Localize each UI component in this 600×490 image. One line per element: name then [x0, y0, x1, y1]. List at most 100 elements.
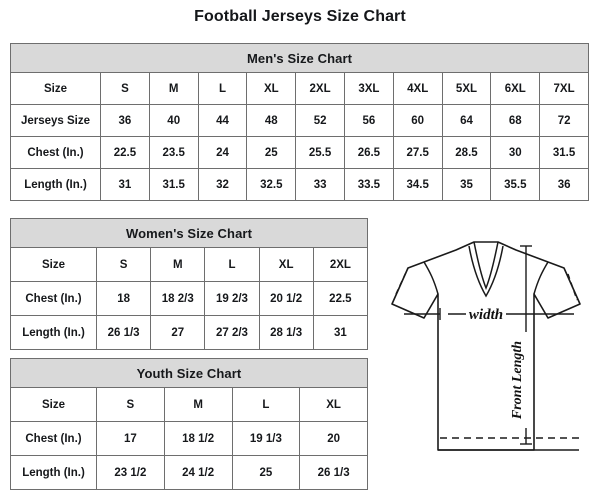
mens-row-2-label: Length (In.): [10, 168, 101, 201]
table-row: Length (In.) 31 31.5 32 32.5 33 33.5 34.…: [10, 168, 589, 201]
table-row: Length (In.) 23 1/2 24 1/2 25 26 1/3: [10, 455, 368, 490]
mens-header-cell-7: 4XL: [392, 72, 443, 105]
mens-row-1-value-0: 22.5: [100, 136, 150, 169]
front-length-label: Front Length: [510, 341, 525, 420]
mens-row-2-value-2: 32: [197, 168, 248, 201]
width-label: width: [469, 307, 503, 323]
mens-row-2-value-9: 36: [539, 168, 589, 201]
mens-row-1-value-5: 26.5: [343, 136, 394, 169]
womens-row-0-value-1: 18 2/3: [150, 281, 206, 316]
youth-row-0-value-0: 17: [96, 421, 165, 456]
womens-row-1-value-3: 28 1/3: [258, 315, 314, 350]
womens-header-cell-0: Size: [10, 247, 97, 282]
mens-row-2-value-0: 31: [100, 168, 150, 201]
youth-caption: Youth Size Chart: [10, 358, 368, 388]
womens-row-1-value-4: 31: [312, 315, 369, 350]
mens-row-1-value-7: 28.5: [441, 136, 492, 169]
mens-header-cell-9: 6XL: [490, 72, 541, 105]
mens-row-1-label: Chest (In.): [10, 136, 101, 169]
mens-header-cell-0: Size: [10, 72, 101, 105]
womens-caption-row: Women's Size Chart: [10, 218, 368, 248]
mens-row-0-label: Jerseys Size: [10, 104, 101, 137]
mens-row-0-value-4: 52: [295, 104, 345, 137]
youth-row-1-value-0: 23 1/2: [96, 455, 165, 490]
mens-header-cell-8: 5XL: [441, 72, 492, 105]
mens-row-2-value-7: 35: [441, 168, 492, 201]
womens-row-1-value-1: 27: [150, 315, 206, 350]
womens-row-0-label: Chest (In.): [10, 281, 97, 316]
mens-header-cell-3: L: [197, 72, 248, 105]
mens-row-1-value-8: 30: [490, 136, 541, 169]
youth-row-0-label: Chest (In.): [10, 421, 97, 456]
mens-row-1-value-9: 31.5: [539, 136, 589, 169]
mens-row-1-value-1: 23.5: [148, 136, 199, 169]
mens-row-1-value-4: 25.5: [295, 136, 345, 169]
table-row: Length (In.) 26 1/3 27 27 2/3 28 1/3 31: [10, 315, 369, 350]
youth-row-1-value-1: 24 1/2: [163, 455, 233, 490]
table-row: Chest (In.) 18 18 2/3 19 2/3 20 1/2 22.5: [10, 281, 369, 316]
womens-caption: Women's Size Chart: [10, 218, 368, 248]
youth-caption-row: Youth Size Chart: [10, 358, 368, 388]
mens-header-row: Size S M L XL 2XL 3XL 4XL 5XL 6XL 7XL: [10, 72, 589, 105]
womens-row-0-value-3: 20 1/2: [258, 281, 314, 316]
youth-header-cell-2: M: [163, 387, 233, 422]
table-row: Chest (In.) 22.5 23.5 24 25 25.5 26.5 27…: [10, 136, 589, 169]
mens-row-0-value-6: 60: [392, 104, 443, 137]
mens-caption: Men's Size Chart: [10, 43, 589, 73]
youth-row-1-value-3: 26 1/3: [299, 455, 368, 490]
womens-row-1-value-0: 26 1/3: [95, 315, 152, 350]
table-row: Chest (In.) 17 18 1/2 19 1/3 20: [10, 421, 368, 456]
youth-row-1-value-2: 25: [231, 455, 301, 490]
youth-header-cell-4: XL: [299, 387, 368, 422]
womens-header-row: Size S M L XL 2XL: [10, 247, 369, 282]
mens-size-chart-table: Men's Size Chart Size S M L XL 2XL 3XL 4…: [10, 43, 589, 201]
womens-size-chart-table: Women's Size Chart Size S M L XL 2XL Che…: [10, 218, 369, 350]
mens-header-cell-1: S: [100, 72, 150, 105]
mens-row-1-value-6: 27.5: [392, 136, 443, 169]
mens-header-cell-5: 2XL: [295, 72, 345, 105]
mens-caption-row: Men's Size Chart: [10, 43, 589, 73]
youth-row-0-value-2: 19 1/3: [231, 421, 301, 456]
mens-row-2-value-6: 34.5: [392, 168, 443, 201]
womens-row-1-label: Length (In.): [10, 315, 97, 350]
womens-header-cell-2: M: [150, 247, 206, 282]
womens-header-cell-4: XL: [258, 247, 314, 282]
womens-header-cell-1: S: [95, 247, 152, 282]
mens-row-0-value-1: 40: [148, 104, 199, 137]
mens-header-cell-4: XL: [246, 72, 297, 105]
womens-header-cell-3: L: [204, 247, 260, 282]
womens-row-0-value-4: 22.5: [312, 281, 369, 316]
mens-row-2-value-3: 32.5: [246, 168, 297, 201]
table-row: Jerseys Size 36 40 44 48 52 56 60 64 68 …: [10, 104, 589, 137]
mens-row-0-value-5: 56: [343, 104, 394, 137]
mens-header-cell-10: 7XL: [539, 72, 589, 105]
womens-header-cell-5: 2XL: [312, 247, 369, 282]
womens-row-1-value-2: 27 2/3: [204, 315, 260, 350]
mens-header-cell-2: M: [148, 72, 199, 105]
mens-row-0-value-7: 64: [441, 104, 492, 137]
youth-row-0-value-3: 20: [299, 421, 368, 456]
youth-header-row: Size S M L XL: [10, 387, 368, 422]
womens-row-0-value-2: 19 2/3: [204, 281, 260, 316]
mens-row-0-value-8: 68: [490, 104, 541, 137]
mens-row-1-value-3: 25: [246, 136, 297, 169]
mens-row-2-value-1: 31.5: [148, 168, 199, 201]
mens-row-1-value-2: 24: [197, 136, 248, 169]
mens-row-2-value-5: 33.5: [343, 168, 394, 201]
youth-header-cell-1: S: [96, 387, 165, 422]
mens-row-2-value-4: 33: [295, 168, 345, 201]
mens-row-0-value-2: 44: [197, 104, 248, 137]
youth-header-cell-0: Size: [10, 387, 97, 422]
mens-row-0-value-0: 36: [100, 104, 150, 137]
youth-header-cell-3: L: [231, 387, 301, 422]
mens-row-0-value-9: 72: [539, 104, 589, 137]
youth-size-chart-table: Youth Size Chart Size S M L XL Chest (In…: [10, 358, 368, 490]
page-title: Football Jerseys Size Chart: [194, 8, 406, 25]
womens-row-0-value-0: 18: [95, 281, 152, 316]
youth-row-1-label: Length (In.): [10, 455, 97, 490]
mens-row-0-value-3: 48: [246, 104, 297, 137]
mens-header-cell-6: 3XL: [343, 72, 394, 105]
youth-row-0-value-1: 18 1/2: [163, 421, 233, 456]
jersey-measurement-diagram: width Front Length: [378, 232, 594, 482]
mens-row-2-value-8: 35.5: [490, 168, 541, 201]
